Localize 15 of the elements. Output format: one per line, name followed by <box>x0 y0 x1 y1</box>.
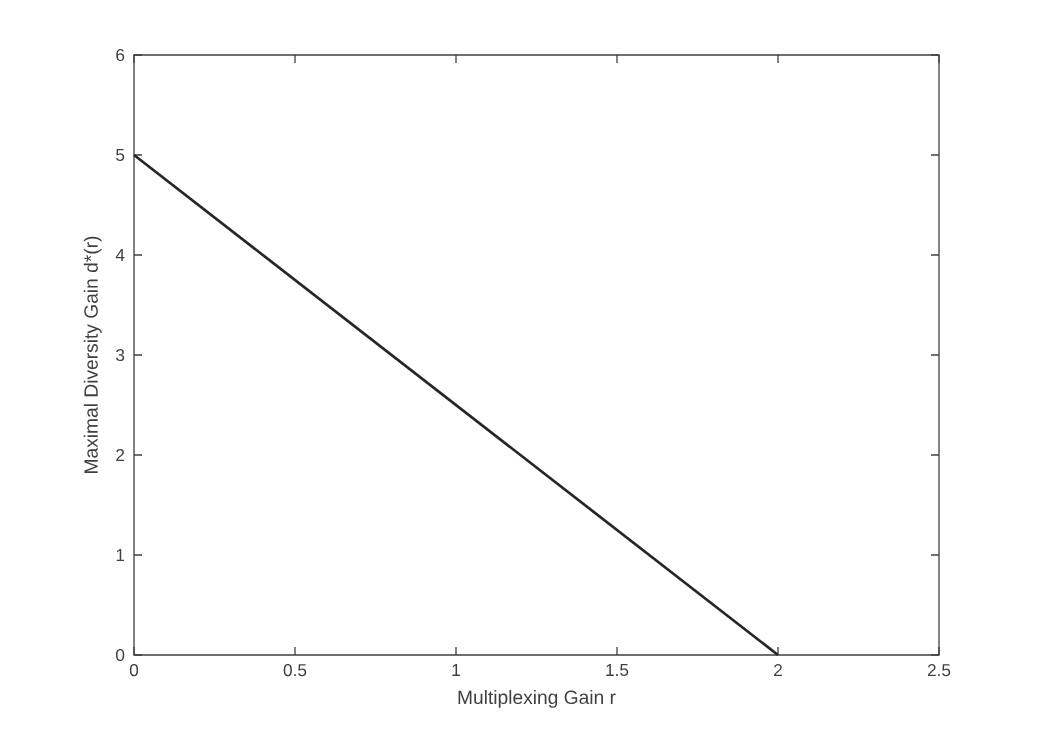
y-tick-label: 1 <box>116 549 125 561</box>
x-tick-label: 2 <box>774 664 782 677</box>
y-tick-label: 4 <box>115 249 125 261</box>
x-tick-label: 1 <box>452 664 460 676</box>
y-tick-label: 5 <box>116 149 125 161</box>
x-axis-title: Multiplexing Gain r <box>458 689 616 708</box>
y-axis-title: Maximal Diversity Gain d*(r) <box>83 236 102 473</box>
y-tick-label: 2 <box>116 448 125 462</box>
x-tick-label: 0.5 <box>283 664 307 677</box>
x-tick-label: 0 <box>129 664 139 677</box>
y-tick-label: 0 <box>116 648 125 662</box>
y-tick-label: 6 <box>116 48 125 62</box>
x-tick-label: 1.5 <box>606 664 629 677</box>
x-tick-label: 2.5 <box>927 664 951 677</box>
y-tick-label: 3 <box>116 348 125 362</box>
